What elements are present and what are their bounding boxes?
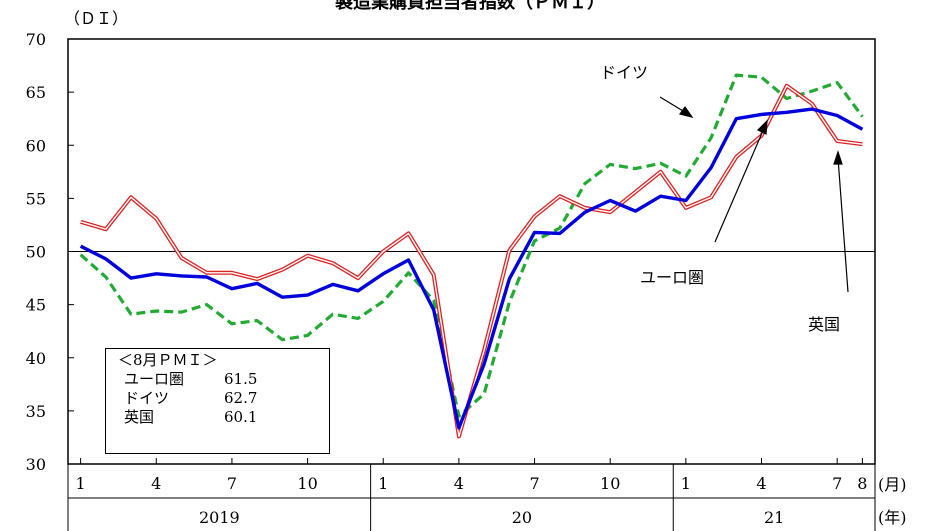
- summary-name: 英国: [124, 408, 155, 426]
- x-month-label: 1: [76, 474, 86, 493]
- y-tick-label: 70: [26, 30, 46, 49]
- y-axis: 30 35 40 45 50 55 60 65 70: [26, 30, 74, 474]
- x-year-unit: (年): [878, 508, 907, 527]
- annotation-eurozone: ユーロ圏: [640, 268, 704, 287]
- summary-row-eurozone: ユーロ圏 61.5: [118, 370, 329, 389]
- y-axis-label: （ＤＩ）: [64, 9, 128, 28]
- y-tick-label: 45: [26, 296, 46, 315]
- x-month-label: 1: [681, 474, 691, 493]
- annotation-arrows: [659, 96, 849, 293]
- x-month-label: 7: [227, 474, 237, 493]
- summary-value: 62.7: [224, 389, 258, 407]
- x-month-label: 1: [378, 474, 388, 493]
- x-month-label: 4: [454, 474, 464, 493]
- summary-row-uk: 英国 60.1: [118, 408, 329, 427]
- x-month-label: 4: [756, 474, 766, 493]
- x-year-label: 21: [764, 508, 784, 527]
- summary-row-germany: ドイツ 62.7: [118, 389, 329, 408]
- summary-name: ユーロ圏: [124, 370, 185, 388]
- x-month-unit: (月): [878, 475, 907, 494]
- x-month-label: 8: [857, 474, 867, 493]
- summary-box: ＜8月ＰＭＩ＞ ユーロ圏 61.5 ドイツ 62.7 英国 60.1: [105, 348, 330, 454]
- x-month-label: 7: [529, 474, 539, 493]
- x-month-label: 4: [151, 474, 161, 493]
- series-line-eurozone: [79, 107, 864, 430]
- y-tick-label: 55: [26, 189, 46, 208]
- summary-name: ドイツ: [124, 389, 170, 407]
- annotation-germany: ドイツ: [600, 63, 648, 82]
- x-year-label: 2019: [199, 508, 240, 527]
- y-tick-label: 50: [26, 243, 46, 262]
- y-tick-label: 40: [26, 349, 46, 368]
- x-year-label: 20: [512, 508, 532, 527]
- summary-title: ＜8月ＰＭＩ＞: [118, 351, 218, 369]
- x-month-label: 10: [297, 474, 317, 493]
- chart-title: 製造業購買担当者指数（ＰＭＩ）: [334, 0, 605, 13]
- y-tick-label: 65: [26, 83, 46, 102]
- series-layer: [79, 73, 864, 439]
- series-line-germany: [79, 73, 864, 418]
- annotation-uk: 英国: [808, 315, 840, 334]
- y-tick-label: 60: [26, 136, 46, 155]
- y-tick-label: 35: [26, 402, 46, 421]
- x-month-label: 10: [600, 474, 620, 493]
- x-month-label: 7: [832, 474, 842, 493]
- summary-value: 60.1: [224, 408, 258, 426]
- summary-value: 61.5: [224, 370, 258, 388]
- y-tick-label: 30: [26, 455, 46, 474]
